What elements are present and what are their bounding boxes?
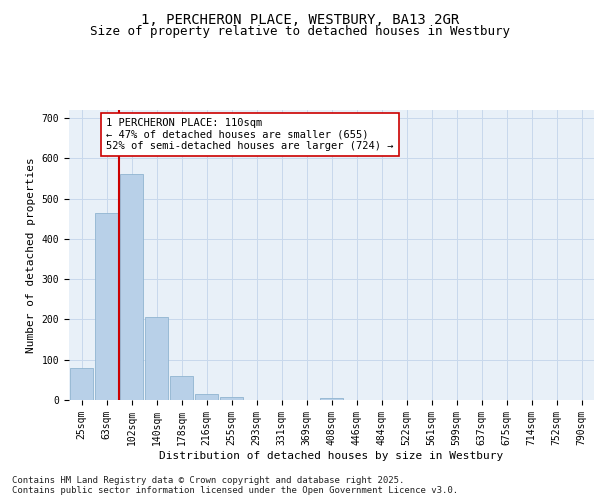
Bar (320, 398, 343, 400)
Bar (145, 316, 168, 400)
Text: 1 PERCHERON PLACE: 110sqm
← 47% of detached houses are smaller (655)
52% of semi: 1 PERCHERON PLACE: 110sqm ← 47% of detac… (107, 118, 394, 152)
X-axis label: Distribution of detached houses by size in Westbury: Distribution of detached houses by size … (160, 450, 503, 460)
Bar (195, 394, 218, 400)
Bar (120, 174, 143, 400)
Text: 1, PERCHERON PLACE, WESTBURY, BA13 2GR: 1, PERCHERON PLACE, WESTBURY, BA13 2GR (141, 12, 459, 26)
Bar (220, 397, 243, 400)
Bar (170, 376, 193, 400)
Text: Size of property relative to detached houses in Westbury: Size of property relative to detached ho… (90, 25, 510, 38)
Text: Contains HM Land Registry data © Crown copyright and database right 2025.
Contai: Contains HM Land Registry data © Crown c… (12, 476, 458, 495)
Bar (95, 212, 118, 400)
Bar (70, 368, 93, 400)
Y-axis label: Number of detached properties: Number of detached properties (26, 157, 36, 353)
